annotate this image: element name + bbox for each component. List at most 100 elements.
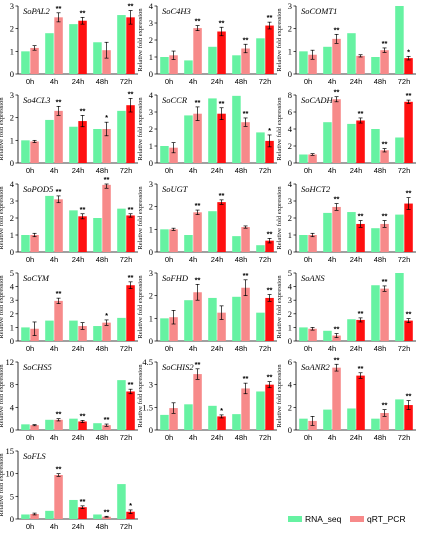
y-tick-label: 0 [10, 425, 14, 435]
bar-rna-seq [371, 418, 380, 430]
significance-mark: ** [56, 187, 62, 196]
bar-rna-seq [256, 38, 265, 74]
panel-title: SoCOMT1 [301, 6, 337, 16]
y-tick-label: 3 [288, 1, 292, 11]
x-tick-label: 0h [304, 77, 312, 86]
x-tick-label: 0h [26, 166, 34, 175]
legend-label-qrt-pcr: qRT_PCR [367, 514, 406, 524]
y-axis-title: Relative fold expression [276, 275, 283, 339]
x-tick-label: 4h [328, 166, 336, 175]
bar-qrt-pcr [332, 38, 341, 74]
significance-mark: * [268, 126, 271, 135]
bar-rna-seq [323, 122, 332, 163]
y-tick-label: 0 [10, 336, 14, 346]
y-tick-label: 5 [288, 268, 292, 278]
y-tick-label: 2 [149, 124, 153, 134]
bar-rna-seq [256, 391, 265, 430]
y-tick-label: 2 [149, 291, 153, 301]
bar-qrt-pcr [265, 25, 274, 74]
bar-rna-seq [45, 320, 54, 341]
bar-rna-seq [232, 236, 241, 252]
y-tick-label: 2 [288, 213, 292, 223]
x-tick-label: 0h [165, 166, 173, 175]
significance-mark: ** [80, 106, 86, 115]
y-tick-label: 10 [6, 469, 15, 479]
bar-qrt-pcr [54, 17, 63, 74]
y-tick-label: 1 [10, 230, 14, 240]
y-tick-label: 2 [288, 141, 292, 151]
x-tick-label: 72h [120, 433, 133, 442]
x-tick-label: 4h [189, 344, 197, 353]
bar-rna-seq [21, 235, 30, 252]
significance-mark: ** [382, 39, 388, 48]
bar-rna-seq [45, 510, 54, 519]
y-tick-label: 4 [288, 124, 293, 134]
bar-rna-seq [371, 57, 380, 74]
bar-rna-seq [117, 317, 126, 341]
panel-title: SoCHS5 [23, 362, 52, 372]
bar-rna-seq [208, 297, 217, 341]
bar-rna-seq [184, 115, 193, 163]
bar-rna-seq [160, 318, 169, 341]
x-tick-label: 24h [72, 344, 85, 353]
y-tick-label: 1 [149, 313, 153, 323]
y-tick-label: 8 [288, 90, 292, 100]
bar-qrt-pcr [356, 120, 365, 163]
y-tick-label: 6 [288, 357, 292, 367]
x-tick-label: 72h [398, 77, 411, 86]
y-tick-label: 0 [149, 158, 153, 168]
bar-qrt-pcr [102, 50, 111, 74]
y-tick-label: 3 [10, 295, 14, 305]
x-tick-label: 24h [211, 166, 224, 175]
x-tick-label: 4h [50, 166, 58, 175]
panel-title: SoCCR [162, 95, 188, 105]
significance-mark: ** [243, 109, 249, 118]
bar-qrt-pcr [217, 312, 226, 341]
bar-qrt-pcr [78, 326, 87, 341]
bar-rna-seq [117, 484, 126, 519]
bar-qrt-pcr [404, 58, 413, 74]
bar-rna-seq [45, 33, 54, 74]
bar-rna-seq [256, 132, 265, 163]
bar-rna-seq [21, 514, 30, 519]
y-tick-label: 1.5 [142, 402, 153, 412]
x-tick-label: 48h [235, 77, 248, 86]
significance-mark: * [105, 311, 108, 320]
y-axis-title: Relative fold expression [276, 8, 283, 72]
bar-rna-seq [93, 514, 102, 519]
bar-rna-seq [21, 51, 30, 74]
bar-qrt-pcr [265, 297, 274, 341]
panel-title: SoCYM [23, 273, 50, 283]
bar-rna-seq [347, 212, 356, 252]
x-tick-label: 48h [235, 433, 248, 442]
bar-rna-seq [232, 95, 241, 163]
x-tick-label: 72h [398, 166, 411, 175]
significance-mark: ** [382, 212, 388, 221]
bar-qrt-pcr [126, 215, 135, 252]
bar-rna-seq [208, 405, 217, 430]
y-tick-label: 4 [149, 90, 154, 100]
legend-item-qrt-pcr: qRT_PCR [350, 514, 406, 524]
bar-rna-seq [160, 414, 169, 430]
significance-mark: ** [267, 286, 273, 295]
bar-qrt-pcr [78, 507, 87, 519]
x-tick-label: 0h [165, 77, 173, 86]
y-axis-title: Relative fold expression [137, 186, 144, 250]
significance-mark: ** [267, 229, 273, 238]
bar-rna-seq [208, 211, 217, 252]
bar-rna-seq [93, 423, 102, 430]
x-tick-label: 48h [96, 522, 109, 531]
bar-rna-seq [323, 330, 332, 341]
significance-mark: * [407, 47, 410, 56]
y-tick-label: 3 [10, 90, 14, 100]
y-tick-label: 3 [288, 196, 292, 206]
x-tick-label: 48h [374, 344, 387, 353]
bar-rna-seq [323, 409, 332, 430]
bar-rna-seq [347, 123, 356, 163]
x-tick-label: 4h [189, 433, 197, 442]
y-tick-label: 4 [149, 1, 154, 11]
x-tick-label: 24h [72, 255, 85, 264]
significance-mark: ** [128, 89, 134, 98]
bar-qrt-pcr [54, 419, 63, 430]
